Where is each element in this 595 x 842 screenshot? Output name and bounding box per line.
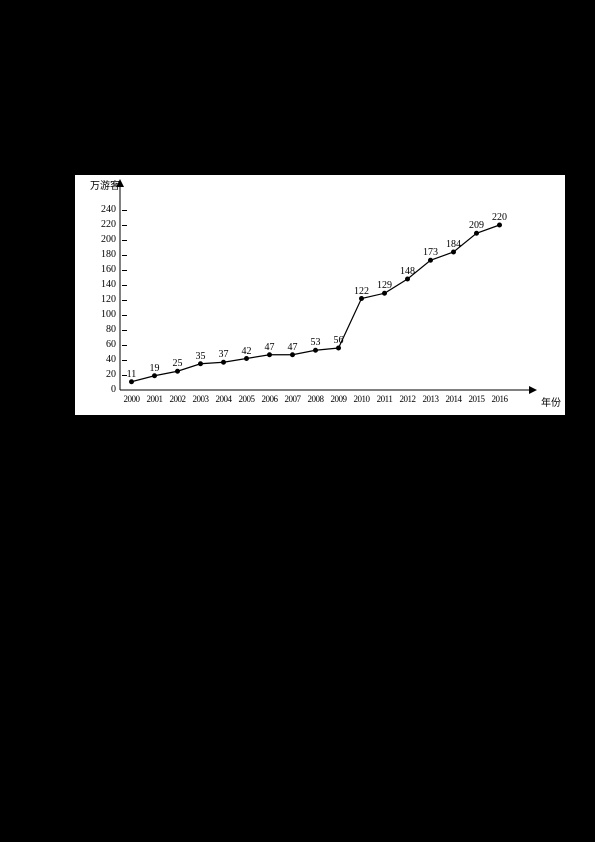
y-tick-label: 240 (88, 204, 116, 215)
value-label: 220 (492, 212, 507, 223)
x-tick-label: 2015 (469, 394, 485, 404)
x-tick-label: 2006 (262, 394, 278, 404)
y-tick-mark (122, 285, 127, 286)
y-tick-label: 80 (88, 324, 116, 335)
value-label: 47 (288, 342, 298, 353)
value-label: 56 (334, 335, 344, 346)
x-tick-label: 2010 (354, 394, 370, 404)
y-tick-label: 60 (88, 339, 116, 350)
x-tick-label: 2003 (193, 394, 209, 404)
value-label: 53 (311, 337, 321, 348)
x-tick-label: 2000 (124, 394, 140, 404)
y-tick-mark (122, 345, 127, 346)
y-tick-label: 0 (88, 384, 116, 395)
x-tick-label: 2012 (400, 394, 416, 404)
y-tick-label: 160 (88, 264, 116, 275)
value-label: 173 (423, 247, 438, 258)
x-tick-label: 2013 (423, 394, 439, 404)
value-label: 19 (150, 363, 160, 374)
y-tick-mark (122, 360, 127, 361)
x-tick-label: 2005 (239, 394, 255, 404)
x-tick-label: 2002 (170, 394, 186, 404)
y-tick-mark (122, 270, 127, 271)
y-axis-title: 万游客 (90, 177, 120, 192)
value-label: 129 (377, 280, 392, 291)
value-label: 11 (127, 369, 137, 380)
value-label: 148 (400, 266, 415, 277)
value-label: 122 (354, 286, 369, 297)
y-tick-mark (122, 210, 127, 211)
x-axis-title: 年份 (541, 394, 561, 409)
x-tick-label: 2007 (285, 394, 301, 404)
y-tick-mark (122, 315, 127, 316)
y-tick-label: 220 (88, 219, 116, 230)
y-tick-label: 20 (88, 369, 116, 380)
value-label: 184 (446, 239, 461, 250)
y-tick-mark (122, 255, 127, 256)
x-tick-label: 2009 (331, 394, 347, 404)
y-tick-label: 120 (88, 294, 116, 305)
y-tick-mark (122, 330, 127, 331)
y-tick-label: 180 (88, 249, 116, 260)
y-tick-label: 100 (88, 309, 116, 320)
y-tick-label: 40 (88, 354, 116, 365)
value-label: 47 (265, 342, 275, 353)
value-label: 37 (219, 349, 229, 360)
y-tick-label: 200 (88, 234, 116, 245)
y-tick-mark (122, 240, 127, 241)
x-tick-label: 2016 (492, 394, 508, 404)
x-tick-label: 2011 (377, 394, 393, 404)
value-label: 25 (173, 358, 183, 369)
y-tick-mark (122, 300, 127, 301)
value-label: 209 (469, 220, 484, 231)
x-tick-label: 2008 (308, 394, 324, 404)
value-label: 35 (196, 351, 206, 362)
y-tick-mark (122, 225, 127, 226)
chart-panel: 万游客 年份 0 20 40 60 80 100 120 140 160 180 200 220 240… (75, 175, 565, 415)
x-tick-label: 2004 (216, 394, 232, 404)
x-tick-label: 2001 (147, 394, 163, 404)
y-tick-label: 140 (88, 279, 116, 290)
value-label: 42 (242, 346, 252, 357)
x-tick-label: 2014 (446, 394, 462, 404)
line-chart (75, 175, 565, 415)
